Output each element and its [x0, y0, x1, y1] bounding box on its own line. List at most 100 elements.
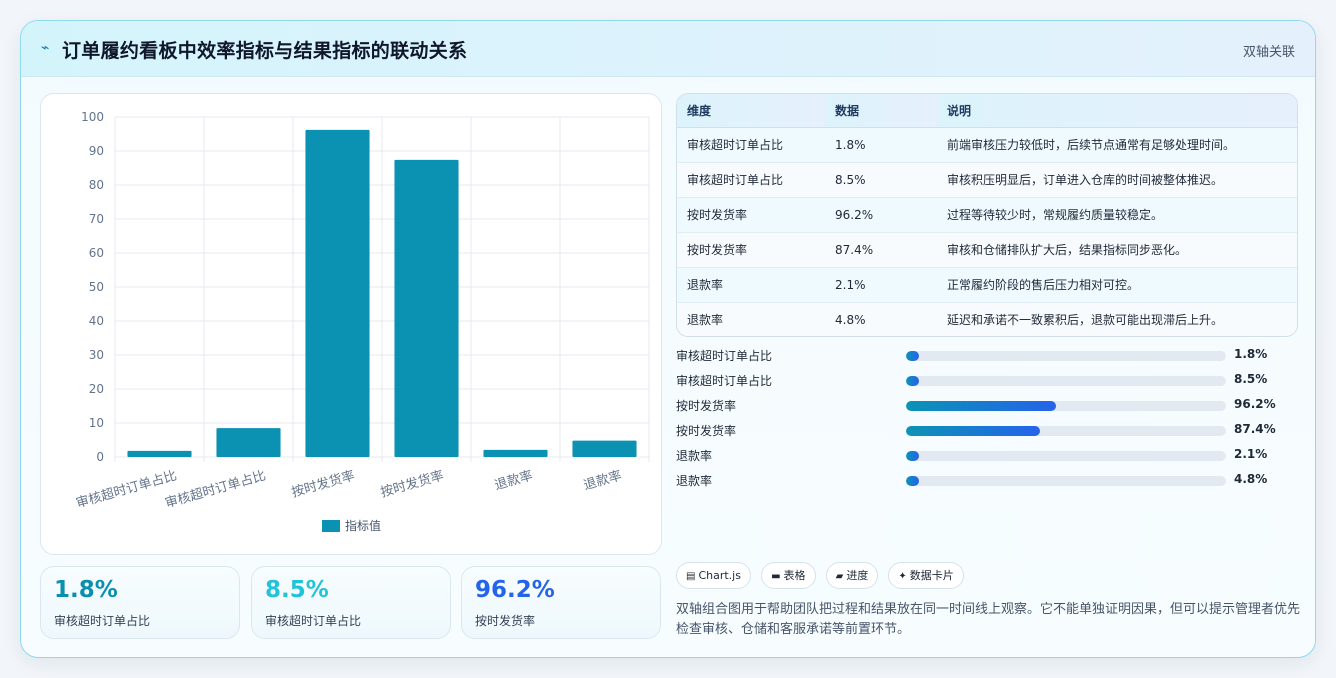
chip-label: 表格 — [783, 569, 806, 582]
x-tick-label: 按时发货率 — [290, 467, 357, 500]
kpi-value: 96.2% — [475, 577, 555, 603]
progress-row: 审核超时订单占比 8.5% — [676, 369, 1298, 394]
kpi-label: 审核超时订单占比 — [54, 614, 151, 628]
table-header-row: 维度 数据 说明 — [677, 94, 1297, 128]
dashboard-card: ⌁ 订单履约看板中效率指标与结果指标的联动关系 双轴关联 0 10 20 30 40 50… — [20, 20, 1316, 658]
progress-track — [906, 351, 1226, 361]
progress-value: 2.1% — [1234, 447, 1268, 461]
progress-row: 审核超时订单占比 1.8% — [676, 344, 1298, 369]
tech-chips: ▤ Chart.js ▬ 表格 ▰ 进度 ✦ 数据卡片 — [676, 562, 969, 589]
card-header: ⌁ 订单履约看板中效率指标与结果指标的联动关系 双轴关联 — [21, 21, 1315, 77]
progress-fill — [906, 451, 919, 461]
bar — [394, 159, 459, 457]
x-tick-label: 审核超时订单占比 — [74, 468, 178, 511]
progress-label: 按时发货率 — [676, 424, 737, 438]
progress-row: 退款率 2.1% — [676, 444, 1298, 469]
progress-label: 按时发货率 — [676, 399, 737, 413]
progress-value: 1.8% — [1234, 347, 1268, 361]
y-tick-label: 10 — [89, 416, 104, 430]
table-header-cell: 数据 — [825, 94, 937, 128]
table-row: 退款率 4.8% 延迟和承诺不一致累积后，退款可能出现滞后上升。 — [677, 302, 1297, 336]
y-tick-label: 90 — [89, 144, 104, 158]
chip-label: Chart.js — [698, 569, 741, 582]
y-tick-label: 40 — [89, 314, 104, 328]
header-tag: 双轴关联 — [1242, 45, 1295, 60]
progress-label: 退款率 — [676, 474, 713, 488]
progress-fill — [906, 351, 919, 361]
progress-row: 按时发货率 87.4% — [676, 419, 1298, 444]
y-tick-label: 50 — [89, 280, 104, 294]
kpi-value: 1.8% — [54, 577, 118, 603]
progress-fill — [906, 426, 1041, 436]
progress-track — [906, 401, 1226, 411]
kpi-label: 按时发货率 — [475, 614, 536, 628]
progress-row: 按时发货率 96.2% — [676, 394, 1298, 419]
y-tick-label: 30 — [89, 348, 104, 362]
progress-track — [906, 451, 1226, 461]
table-cell: 8.5% — [825, 162, 937, 198]
table-row: 审核超时订单占比 8.5% 审核积压明显后，订单进入仓库的时间被整体推迟。 — [677, 162, 1297, 198]
y-tick-label: 0 — [96, 450, 104, 464]
progress-list: 审核超时订单占比 1.8% 审核超时订单占比 8.5% 按时发货率 96.2% … — [676, 344, 1298, 494]
x-tick-label: 审核超时订单占比 — [163, 468, 267, 511]
table-cell: 前端审核压力较低时，后续节点通常有足够处理时间。 — [937, 127, 1297, 163]
chip-progress[interactable]: ▰ 进度 — [825, 562, 879, 589]
y-tick-label: 80 — [89, 178, 104, 192]
data-table: 维度 数据 说明 审核超时订单占比 1.8% 前端审核压力较低时，后续节点通常有… — [676, 93, 1298, 337]
table-cell: 退款率 — [677, 302, 825, 336]
table-cell: 延迟和承诺不一致累积后，退款可能出现滞后上升。 — [937, 302, 1297, 336]
x-tick-label: 按时发货率 — [379, 467, 446, 500]
description-text: 双轴组合图用于帮助团队把过程和结果放在同一时间线上观察。它不能单独证明因果，但可… — [676, 602, 1301, 637]
progress-row: 退款率 4.8% — [676, 469, 1298, 494]
chip-chartjs[interactable]: ▤ Chart.js — [676, 562, 751, 589]
bar-chart-panel: 0 10 20 30 40 50 60 70 80 90 100 审核超时订单占比 审核超时订单占比 按时… — [40, 93, 662, 555]
kpi-card: 1.8% 审核超时订单占比 — [40, 566, 240, 639]
chart-icon: ▤ — [686, 571, 696, 582]
table-header-cell: 说明 — [937, 94, 1297, 128]
table-cell: 正常履约阶段的售后压力相对可控。 — [937, 267, 1297, 303]
table-cell: 按时发货率 — [677, 232, 825, 268]
legend-label: 指标值 — [345, 518, 381, 533]
kpi-label: 审核超时订单占比 — [265, 614, 362, 628]
table-cell: 审核超时订单占比 — [677, 127, 825, 163]
table-cell: 1.8% — [825, 127, 937, 163]
table-row: 按时发货率 96.2% 过程等待较少时，常规履约质量较稳定。 — [677, 197, 1297, 233]
progress-fill — [906, 376, 919, 386]
progress-track — [906, 376, 1226, 386]
table-cell: 过程等待较少时，常规履约质量较稳定。 — [937, 197, 1297, 233]
bar — [305, 129, 370, 458]
progress-track — [906, 476, 1226, 486]
kpi-card: 96.2% 按时发货率 — [461, 566, 661, 639]
table-row: 按时发货率 87.4% 审核和仓储排队扩大后，结果指标同步恶化。 — [677, 232, 1297, 268]
x-tick-label: 退款率 — [493, 467, 535, 493]
pulse-icon: ⌁ — [41, 40, 50, 56]
bar — [216, 428, 281, 457]
table-cell: 4.8% — [825, 302, 937, 336]
legend-swatch — [322, 520, 340, 532]
bar — [572, 440, 637, 457]
chip-table[interactable]: ▬ 表格 — [761, 562, 816, 589]
table-icon: ▬ — [771, 571, 781, 582]
progress-icon: ▰ — [835, 571, 844, 582]
chip-data-card[interactable]: ✦ 数据卡片 — [888, 562, 964, 589]
progress-label: 退款率 — [676, 449, 713, 463]
progress-value: 8.5% — [1234, 372, 1268, 386]
chip-label: 进度 — [846, 569, 869, 582]
table-cell: 审核和仓储排队扩大后，结果指标同步恶化。 — [937, 232, 1297, 268]
table-header-cell: 维度 — [677, 94, 825, 128]
y-tick-label: 20 — [89, 382, 104, 396]
table-cell: 按时发货率 — [677, 197, 825, 233]
y-tick-label: 60 — [89, 246, 104, 260]
progress-fill — [906, 476, 919, 486]
table-cell: 87.4% — [825, 232, 937, 268]
progress-fill — [906, 401, 1057, 411]
table-cell: 审核积压明显后，订单进入仓库的时间被整体推迟。 — [937, 162, 1297, 198]
page-title: 订单履约看板中效率指标与结果指标的联动关系 — [62, 40, 468, 62]
progress-value: 4.8% — [1234, 472, 1268, 486]
kpi-value: 8.5% — [265, 577, 329, 603]
table-cell: 2.1% — [825, 267, 937, 303]
table-cell: 审核超时订单占比 — [677, 162, 825, 198]
x-tick-label: 退款率 — [582, 467, 624, 493]
progress-value: 96.2% — [1234, 397, 1276, 411]
